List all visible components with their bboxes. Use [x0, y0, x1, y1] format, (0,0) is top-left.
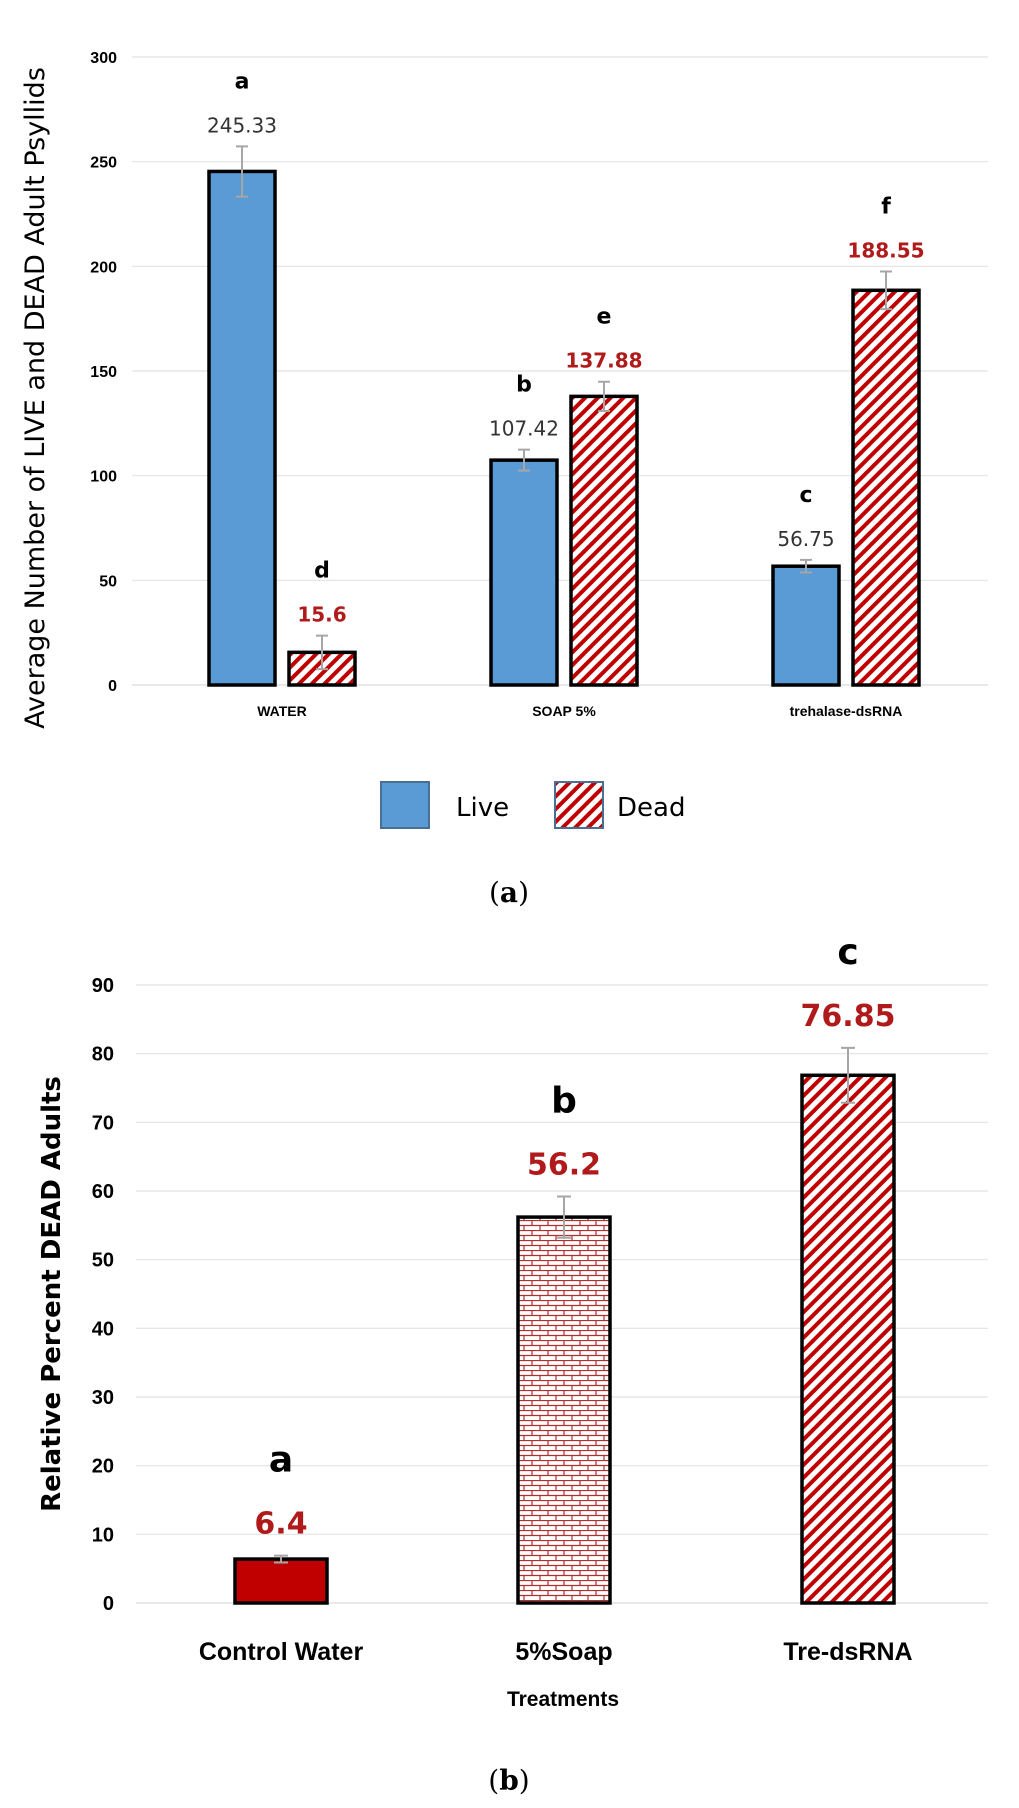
dead-percent-value-label: 6.4 [254, 1507, 307, 1542]
chart-a-y-tick: 0 [108, 678, 117, 695]
caption-a-letter: a [500, 876, 518, 909]
error-bar [518, 448, 530, 472]
legend-dead-swatch [554, 781, 604, 829]
chart-a: 0 50 100 150 200 250 300 Average Number of LIV… [20, 50, 988, 829]
significance-letter: a [269, 1440, 293, 1481]
chart-b-y-ticks: 0 10 20 30 40 50 60 70 80 90 [92, 975, 114, 1615]
chart-b-category-label: Control Water [199, 1638, 364, 1666]
chart-b-y-tick: 20 [92, 1456, 114, 1478]
dead-percent-value-label: 56.2 [527, 1147, 601, 1182]
live-bar [207, 169, 277, 687]
dead-value-label: 188.55 [847, 238, 924, 262]
error-bar [274, 1554, 288, 1564]
chart-a-y-tick: 200 [90, 259, 117, 276]
dead-percent-bar [233, 1557, 329, 1605]
chart-a-y-axis-title: Average Number of LIVE and DEAD Adult Ps… [20, 67, 51, 729]
caption-a: (a) [489, 876, 529, 909]
chart-b-y-tick: 80 [92, 1044, 114, 1066]
legend-live-swatch [380, 781, 430, 829]
error-bar [598, 380, 610, 413]
chart-b-category-label: 5%Soap [515, 1638, 612, 1666]
chart-b-y-tick: 10 [92, 1524, 114, 1546]
chart-b-y-tick: 0 [103, 1593, 114, 1615]
chart-b-y-tick: 70 [92, 1112, 114, 1134]
error-bar [880, 270, 892, 311]
error-bar [236, 145, 248, 198]
error-bar [557, 1195, 571, 1239]
caption-b-letter: b [499, 1764, 519, 1797]
dead-value-label: 15.6 [297, 603, 346, 627]
chart-b-y-axis-title: Relative Percent DEAD Adults [37, 1076, 67, 1512]
significance-letter: f [881, 194, 891, 219]
error-bar [316, 634, 328, 671]
significance-letter: c [837, 932, 858, 973]
chart-a-category-label: WATER [257, 703, 307, 719]
chart-a-y-ticks: 0 50 100 150 200 250 300 [90, 50, 117, 695]
chart-a-y-tick: 100 [90, 469, 117, 486]
chart-a-y-tick: 250 [90, 155, 117, 172]
significance-letter: d [314, 559, 330, 584]
chart-b-y-tick: 40 [92, 1318, 114, 1340]
error-bar [841, 1046, 855, 1104]
error-bar [800, 558, 812, 574]
live-value-label: 245.33 [207, 113, 277, 137]
dead-bar [569, 394, 639, 687]
chart-a-legend: Live Dead [380, 781, 685, 829]
dead-percent-bar [800, 1073, 896, 1605]
chart-b-category-labels: Control Water 5%Soap Tre-dsRNA [199, 1638, 913, 1666]
chart-a-category-labels: WATER SOAP 5% trehalase-dsRNA [257, 703, 902, 719]
chart-a-y-tick: 300 [90, 50, 117, 67]
live-bar [771, 564, 841, 687]
chart-a-y-tick: 50 [99, 573, 117, 590]
significance-letter: b [516, 373, 532, 398]
chart-a-bars: 245.33 a 107.42 b 56.75 c 15.6 d 137.88 e 188.55 f [207, 69, 925, 687]
dead-percent-bar [516, 1215, 612, 1605]
significance-letter: a [235, 69, 250, 94]
live-value-label: 107.42 [489, 417, 559, 441]
chart-b-category-label: Tre-dsRNA [783, 1638, 912, 1666]
chart-a-category-label: SOAP 5% [532, 703, 596, 719]
chart-a-y-tick: 150 [90, 364, 117, 381]
chart-b-bars: 6.4 a 56.2 b 76.85 c [233, 932, 896, 1605]
live-value-label: 56.75 [777, 527, 834, 551]
chart-b-y-tick: 90 [92, 975, 114, 997]
significance-letter: b [551, 1080, 577, 1121]
chart-b-y-tick: 30 [92, 1387, 114, 1409]
chart-a-category-label: trehalase-dsRNA [790, 703, 903, 719]
live-bar [489, 458, 559, 687]
significance-letter: c [799, 483, 812, 508]
chart-b-y-tick: 60 [92, 1181, 114, 1203]
dead-value-label: 137.88 [565, 349, 642, 373]
chart-b-x-axis-title: Treatments [507, 1688, 619, 1711]
significance-letter: e [597, 305, 612, 330]
dead-bar [851, 288, 921, 687]
legend-live-label: Live [456, 793, 509, 823]
chart-b-y-tick: 50 [92, 1250, 114, 1272]
caption-b: (b) [488, 1764, 529, 1797]
chart-b: 0 10 20 30 40 50 60 70 80 90 Relative Percent DEA… [37, 932, 988, 1711]
legend-dead-label: Dead [617, 793, 685, 823]
dead-percent-value-label: 76.85 [801, 999, 896, 1034]
